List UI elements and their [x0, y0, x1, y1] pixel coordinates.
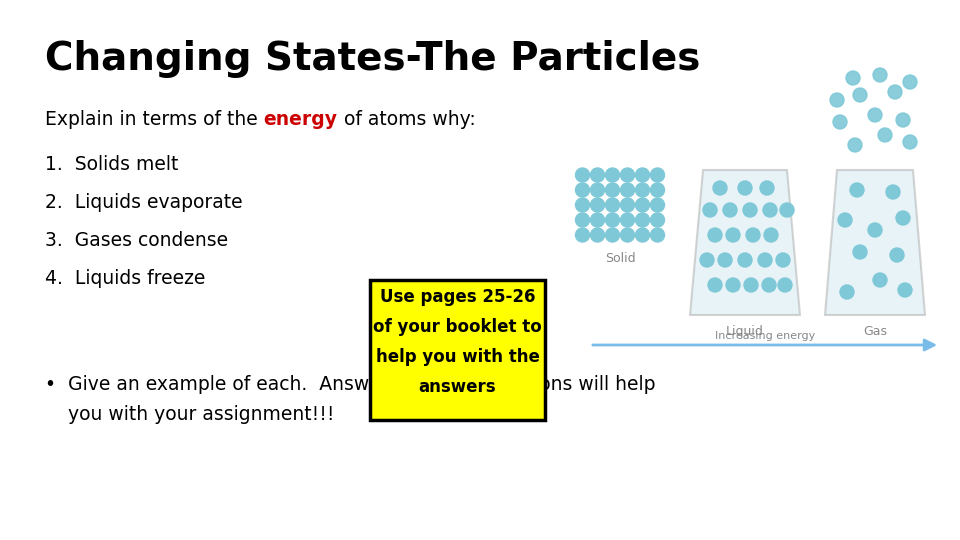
- Circle shape: [760, 181, 774, 195]
- Circle shape: [903, 75, 917, 89]
- Circle shape: [763, 203, 777, 217]
- Circle shape: [590, 228, 605, 242]
- Circle shape: [830, 93, 844, 107]
- Circle shape: [780, 203, 794, 217]
- Circle shape: [886, 185, 900, 199]
- Circle shape: [726, 228, 740, 242]
- Text: Use pages 25-26: Use pages 25-26: [380, 288, 536, 306]
- Text: Gas: Gas: [863, 325, 887, 338]
- Text: Solid: Solid: [605, 252, 636, 265]
- Text: 2.  Liquids evaporate: 2. Liquids evaporate: [45, 193, 243, 212]
- Circle shape: [636, 213, 650, 227]
- Circle shape: [744, 278, 758, 292]
- Circle shape: [723, 203, 737, 217]
- Circle shape: [890, 248, 904, 262]
- Circle shape: [833, 115, 847, 129]
- Text: •  Give an example of each.  Answering these questions will help: • Give an example of each. Answering the…: [45, 375, 656, 394]
- Circle shape: [575, 213, 589, 227]
- Text: help you with the: help you with the: [375, 348, 540, 366]
- Text: of atoms why:: of atoms why:: [338, 110, 475, 129]
- Circle shape: [620, 168, 635, 182]
- Circle shape: [746, 228, 760, 242]
- Circle shape: [903, 135, 917, 149]
- Circle shape: [703, 203, 717, 217]
- Circle shape: [590, 198, 605, 212]
- Circle shape: [726, 278, 740, 292]
- Text: 3.  Gases condense: 3. Gases condense: [45, 231, 228, 250]
- Circle shape: [620, 183, 635, 197]
- Circle shape: [738, 181, 752, 195]
- Circle shape: [850, 183, 864, 197]
- Circle shape: [848, 138, 862, 152]
- Text: answers: answers: [419, 378, 496, 396]
- Circle shape: [606, 198, 619, 212]
- Circle shape: [620, 198, 635, 212]
- Text: 4.  Liquids freeze: 4. Liquids freeze: [45, 269, 205, 288]
- Circle shape: [651, 228, 664, 242]
- Circle shape: [651, 183, 664, 197]
- Circle shape: [575, 183, 589, 197]
- Polygon shape: [825, 170, 925, 315]
- Text: you with your assignment!!!: you with your assignment!!!: [68, 405, 334, 424]
- Circle shape: [575, 198, 589, 212]
- Text: Increasing energy: Increasing energy: [715, 331, 815, 341]
- Circle shape: [651, 198, 664, 212]
- Circle shape: [878, 128, 892, 142]
- Circle shape: [743, 203, 757, 217]
- Circle shape: [758, 253, 772, 267]
- Circle shape: [873, 273, 887, 287]
- Circle shape: [708, 278, 722, 292]
- Circle shape: [838, 213, 852, 227]
- Circle shape: [764, 228, 778, 242]
- Polygon shape: [690, 170, 800, 315]
- Circle shape: [853, 88, 867, 102]
- Circle shape: [575, 168, 589, 182]
- Circle shape: [718, 253, 732, 267]
- Circle shape: [888, 85, 902, 99]
- Circle shape: [636, 168, 650, 182]
- Circle shape: [738, 253, 752, 267]
- Circle shape: [606, 168, 619, 182]
- Circle shape: [708, 228, 722, 242]
- Circle shape: [868, 223, 882, 237]
- Circle shape: [840, 285, 854, 299]
- Circle shape: [700, 253, 714, 267]
- FancyBboxPatch shape: [370, 280, 545, 420]
- Circle shape: [636, 228, 650, 242]
- Circle shape: [606, 183, 619, 197]
- Circle shape: [896, 211, 910, 225]
- Text: 1.  Solids melt: 1. Solids melt: [45, 155, 179, 174]
- Circle shape: [713, 181, 727, 195]
- Circle shape: [898, 283, 912, 297]
- Circle shape: [590, 213, 605, 227]
- Circle shape: [636, 198, 650, 212]
- Circle shape: [606, 228, 619, 242]
- Circle shape: [606, 213, 619, 227]
- Circle shape: [651, 168, 664, 182]
- Circle shape: [762, 278, 776, 292]
- Circle shape: [636, 183, 650, 197]
- Circle shape: [776, 253, 790, 267]
- Text: Explain in terms of the: Explain in terms of the: [45, 110, 264, 129]
- Circle shape: [868, 108, 882, 122]
- Circle shape: [778, 278, 792, 292]
- Circle shape: [846, 71, 860, 85]
- Circle shape: [873, 68, 887, 82]
- Circle shape: [620, 228, 635, 242]
- Text: of your booklet to: of your booklet to: [373, 318, 541, 336]
- Text: energy: energy: [264, 110, 338, 129]
- Circle shape: [651, 213, 664, 227]
- Circle shape: [575, 228, 589, 242]
- Circle shape: [590, 168, 605, 182]
- Text: Liquid: Liquid: [726, 325, 764, 338]
- Text: Changing States-The Particles: Changing States-The Particles: [45, 40, 701, 78]
- Circle shape: [590, 183, 605, 197]
- Circle shape: [896, 113, 910, 127]
- Circle shape: [853, 245, 867, 259]
- Circle shape: [620, 213, 635, 227]
